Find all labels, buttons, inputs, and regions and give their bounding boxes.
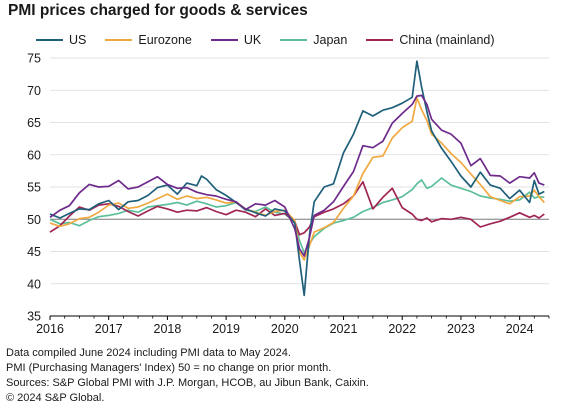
- x-tick-label-2020: 2020: [271, 322, 299, 336]
- legend-label-uk: UK: [243, 33, 262, 47]
- chart-title: PMI prices charged for goods & services: [8, 2, 308, 19]
- series-line-china-mainland: [49, 180, 545, 236]
- legend-swatch-eurozone: [105, 38, 133, 42]
- line-chart: 35 40 45 50 55 60 65 70 75 2016 2017 2018 2019 2020 20…: [27, 52, 550, 336]
- x-tick-label-2018: 2018: [154, 322, 182, 336]
- chart-legend: US Eurozone UK Japan China (mainland): [36, 32, 514, 48]
- series-line-eurozone: [49, 97, 545, 261]
- y-tick-label-50: 50: [27, 213, 41, 227]
- x-tick-label-2021: 2021: [330, 322, 358, 336]
- x-tick-label-2023: 2023: [447, 322, 475, 336]
- legend-label-us: US: [69, 33, 87, 47]
- x-tick-label-2019: 2019: [212, 322, 240, 336]
- legend-item-us: US: [36, 33, 86, 47]
- legend-item-eurozone: Eurozone: [105, 33, 192, 47]
- footnote-pmi-definition: PMI (Purchasing Managers' Index) 50 = no…: [6, 362, 332, 374]
- y-tick-label-60: 60: [27, 148, 41, 162]
- legend-label-japan: Japan: [313, 33, 348, 47]
- legend-swatch-us: [36, 38, 63, 42]
- y-tick-label-65: 65: [27, 116, 41, 130]
- x-tick-label-2024: 2024: [506, 322, 534, 336]
- x-tick-label-2017: 2017: [95, 322, 123, 336]
- y-tick-label-45: 45: [27, 245, 41, 259]
- y-tick-label-75: 75: [27, 52, 41, 66]
- footnote-sources: Sources: S&P Global PMI with J.P. Morgan…: [6, 377, 369, 389]
- legend-item-japan: Japan: [280, 33, 347, 47]
- legend-swatch-china: [366, 38, 394, 42]
- footnote-data-compiled: Data compiled June 2024 including PMI da…: [6, 347, 291, 359]
- x-tick-label-2016: 2016: [36, 322, 64, 336]
- series-line-us: [49, 60, 545, 297]
- series-line-uk: [49, 94, 545, 257]
- legend-item-china: China (mainland): [366, 33, 495, 47]
- footnote-copyright: © 2024 S&P Global.: [6, 392, 105, 404]
- legend-label-china: China (mainland): [399, 33, 495, 47]
- y-tick-label-55: 55: [27, 181, 41, 195]
- legend-swatch-uk: [210, 38, 238, 42]
- x-tick-label-2022: 2022: [388, 322, 416, 336]
- legend-swatch-japan: [280, 38, 308, 42]
- y-tick-label-40: 40: [27, 277, 41, 291]
- y-tick-label-70: 70: [27, 84, 41, 98]
- y-tick-label-35: 35: [27, 310, 41, 324]
- legend-label-eurozone: Eurozone: [138, 33, 192, 47]
- legend-item-uk: UK: [210, 33, 262, 47]
- chart-footnotes: Data compiled June 2024 including PMI da…: [6, 346, 369, 406]
